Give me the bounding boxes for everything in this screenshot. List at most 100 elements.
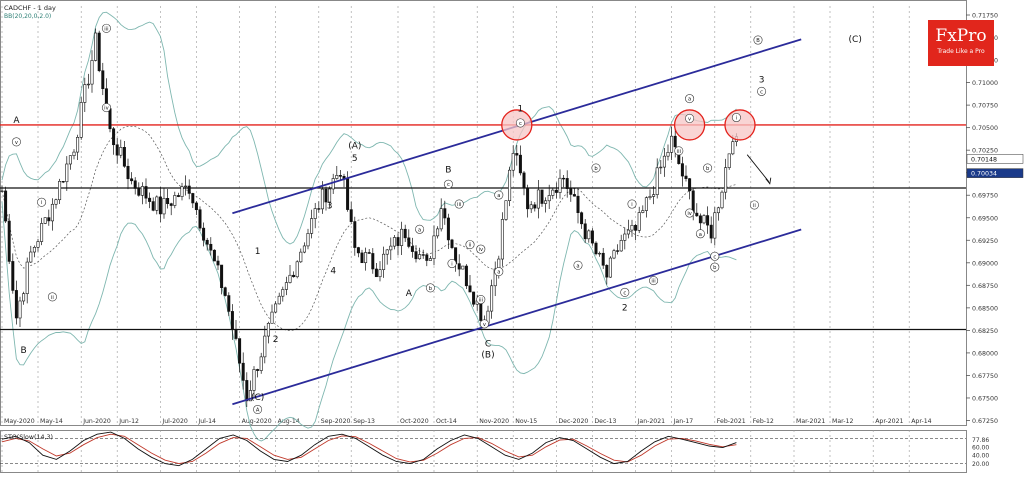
candle-body bbox=[688, 178, 692, 192]
price-frame bbox=[0, 0, 967, 426]
candle-body bbox=[292, 274, 296, 278]
candle-body bbox=[367, 252, 371, 254]
candle-body bbox=[331, 178, 335, 190]
candle-body bbox=[270, 311, 274, 324]
wave-label-circle bbox=[253, 404, 263, 414]
price-badge-label: 0.70034 bbox=[971, 171, 997, 178]
candle-body bbox=[245, 380, 249, 402]
candle-body bbox=[194, 202, 198, 211]
candle-body bbox=[695, 212, 699, 217]
x-tick-label: May-2020 bbox=[4, 418, 35, 425]
wave-label-circle bbox=[710, 262, 720, 272]
candle-body bbox=[299, 251, 303, 263]
wave-label: a bbox=[497, 270, 500, 276]
candle-body bbox=[7, 220, 11, 262]
candle-body bbox=[446, 217, 450, 241]
candle-body bbox=[198, 209, 202, 229]
candle-body bbox=[425, 254, 429, 261]
candle-body bbox=[0, 190, 4, 193]
candle-body bbox=[587, 230, 591, 240]
wave-label-circle bbox=[515, 118, 525, 128]
candle-body bbox=[727, 153, 731, 168]
wave-label-circle bbox=[479, 319, 489, 329]
candle-body bbox=[472, 291, 476, 305]
candle-body bbox=[536, 189, 540, 209]
x-tick-label: Jul-14 bbox=[197, 418, 216, 425]
candle-body bbox=[108, 108, 112, 130]
wave-label-circle bbox=[731, 113, 741, 123]
candle-body bbox=[302, 245, 306, 253]
candle-body bbox=[126, 165, 130, 180]
wave-label-circle bbox=[465, 240, 475, 250]
wave-label: (C) bbox=[251, 393, 264, 403]
candle-body bbox=[40, 223, 44, 242]
wave-label: c bbox=[713, 254, 716, 260]
candle-body bbox=[281, 289, 285, 297]
candle-body bbox=[338, 175, 342, 177]
x-tick-label: Jan-17 bbox=[673, 418, 694, 425]
candle-body bbox=[562, 177, 566, 180]
wave-label-circle bbox=[649, 276, 659, 286]
wave-label: c bbox=[447, 182, 450, 188]
candle-body bbox=[79, 102, 83, 138]
stoch-tick-label: 60.00 bbox=[972, 444, 989, 451]
wave-label: a bbox=[576, 263, 579, 269]
candle-body bbox=[205, 239, 209, 245]
candle-body bbox=[392, 237, 396, 247]
candle-body bbox=[220, 264, 224, 288]
wave-label: iv bbox=[687, 211, 692, 217]
candle-body bbox=[407, 237, 411, 247]
candle-body bbox=[137, 188, 141, 196]
wave-label: (B) bbox=[481, 350, 494, 360]
candle-body bbox=[14, 290, 18, 319]
candle-body bbox=[439, 208, 443, 230]
candle-body bbox=[72, 151, 76, 156]
candle-body bbox=[238, 338, 242, 364]
x-tick-label: Feb-12 bbox=[753, 418, 774, 425]
wave-label: a bbox=[688, 97, 691, 103]
candle-body bbox=[166, 198, 170, 204]
wave-label-circle bbox=[37, 197, 47, 207]
candle-body bbox=[414, 251, 418, 260]
wave-label-circle bbox=[620, 287, 630, 297]
candle-body bbox=[90, 60, 94, 85]
candle-body bbox=[655, 167, 659, 195]
candle-body bbox=[382, 253, 386, 270]
candle-body bbox=[140, 186, 144, 196]
candle-body bbox=[50, 203, 54, 222]
candle-body bbox=[428, 258, 432, 261]
wave-label-circle bbox=[476, 295, 486, 305]
candle-body bbox=[230, 311, 234, 330]
wave-label: ii bbox=[753, 203, 756, 209]
wave-label: 3 bbox=[759, 76, 765, 86]
wave-label: 2 bbox=[273, 335, 279, 345]
candle-body bbox=[158, 196, 162, 215]
candle-body bbox=[25, 261, 29, 294]
wave-label-circle bbox=[494, 190, 504, 200]
wave-label-circle bbox=[494, 267, 504, 277]
candle-body bbox=[68, 155, 72, 165]
y-tick-label: 0.67250 bbox=[972, 418, 998, 425]
candle-body bbox=[4, 190, 8, 222]
candle-body bbox=[47, 217, 51, 222]
wave-label: iii bbox=[479, 298, 483, 304]
wave-label: B bbox=[21, 346, 27, 356]
stoch-main-line bbox=[1, 431, 737, 467]
candle-body bbox=[328, 188, 332, 203]
candle-body bbox=[662, 155, 666, 168]
wave-label: A bbox=[406, 289, 413, 299]
candle-body bbox=[36, 241, 40, 248]
candle-body bbox=[457, 263, 461, 270]
candle-body bbox=[371, 253, 375, 270]
stoch-signal-line bbox=[1, 433, 737, 465]
candle-body bbox=[187, 185, 191, 194]
candle-body bbox=[248, 390, 252, 402]
x-tick-label: Mar-2021 bbox=[796, 418, 825, 425]
candle-body bbox=[277, 295, 281, 305]
bollinger-middle bbox=[1, 125, 737, 332]
wave-label-circle bbox=[757, 86, 767, 96]
wave-label: iv bbox=[479, 247, 484, 253]
candle-body bbox=[576, 195, 580, 213]
candle-body bbox=[468, 285, 472, 293]
